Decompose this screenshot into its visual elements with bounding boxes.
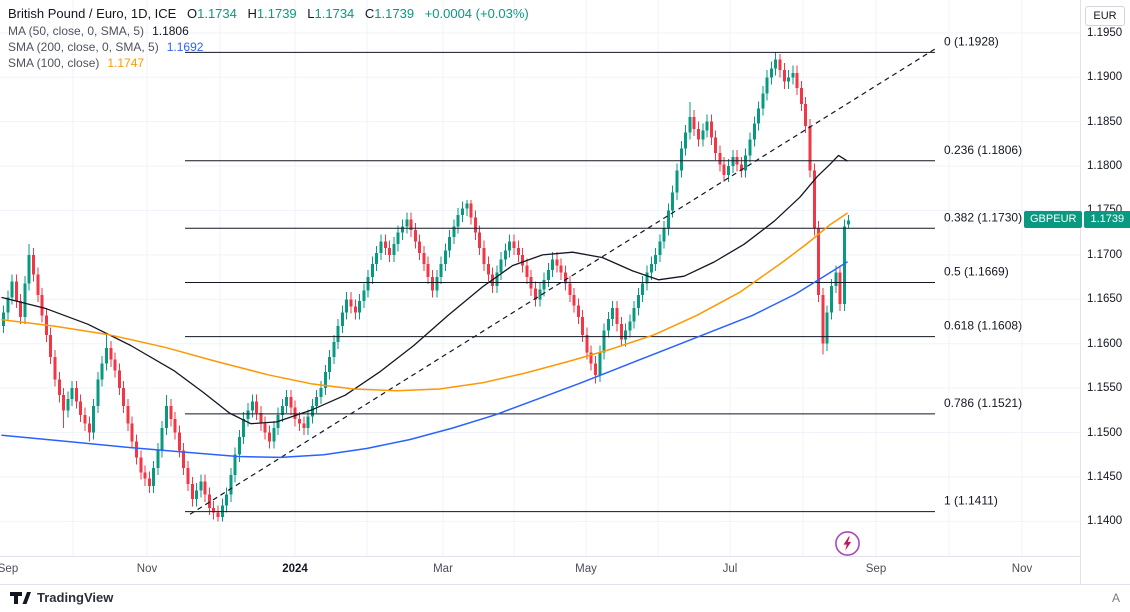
price-tick-label: 1.1800	[1087, 160, 1123, 173]
close-value: 1.1739	[374, 6, 415, 21]
price-axis-separator	[1080, 0, 1081, 584]
indicator-sma200-label: SMA (200, close, 0, SMA, 5)	[8, 40, 159, 54]
last-price-value: 1.1739	[1084, 211, 1130, 229]
fib-level-label: 0.236 (1.1806)	[944, 143, 1022, 157]
price-tick-label: 1.1600	[1087, 337, 1123, 350]
fib-level-label: 0.786 (1.1521)	[944, 396, 1022, 410]
price-axis[interactable]: 1.19501.19001.18501.18001.17501.17001.16…	[1081, 0, 1130, 584]
last-price-symbol: GBPEUR	[1024, 211, 1083, 229]
symbol-legend-row[interactable]: British Pound / Euro, 1D, ICE O1.1734 H1…	[8, 5, 529, 23]
price-tick-label: 1.1700	[1087, 248, 1123, 261]
time-tick-label: Jul	[722, 563, 738, 575]
chart-pane[interactable]: 0 (1.1928) 0.236 (1.1806) 0.382 (1.1730) 0.…	[0, 0, 1080, 556]
chart-legend: British Pound / Euro, 1D, ICE O1.1734 H1…	[8, 5, 529, 71]
close-label: C	[364, 6, 375, 21]
time-tick-label: May	[575, 563, 597, 575]
last-price-tag: GBPEUR 1.1739	[1024, 211, 1130, 229]
open-value: 1.1734	[197, 6, 237, 21]
fib-level-label: 1 (1.1411)	[944, 494, 998, 508]
flash-button[interactable]	[834, 530, 861, 557]
price-tick-label: 1.1950	[1087, 26, 1123, 39]
fib-level-label: 0.382 (1.1730)	[944, 210, 1022, 224]
corner-label: A	[1111, 591, 1120, 605]
fib-level-label: 0.5 (1.1669)	[944, 264, 1009, 278]
time-tick-label: Nov	[1011, 563, 1033, 575]
footer-bar: TradingView A	[0, 584, 1130, 612]
price-tick-label: 1.1550	[1087, 382, 1123, 395]
price-tick-label: 1.1650	[1087, 293, 1123, 306]
indicator-sma100-value: 1.1747	[107, 56, 145, 70]
price-tick-label: 1.1400	[1087, 515, 1123, 528]
price-tick-label: 1.1500	[1087, 426, 1123, 439]
tradingview-logo[interactable]: TradingView	[10, 590, 113, 605]
high-value: 1.1739	[256, 6, 297, 21]
time-tick-label: Nov	[136, 563, 158, 575]
symbol-title[interactable]: British Pound / Euro, 1D, ICE	[8, 6, 177, 21]
indicator-ma50-label: MA (50, close, 0, SMA, 5)	[8, 24, 145, 38]
price-tick-label: 1.1850	[1087, 115, 1123, 128]
low-label: L	[307, 6, 315, 21]
time-tick-label: Sep	[0, 563, 19, 575]
brand-name: TradingView	[37, 590, 114, 605]
time-tick-label: Mar	[433, 563, 453, 575]
time-axis[interactable]: Sep Nov 2024 Mar May Jul Sep Nov	[0, 556, 1130, 585]
fib-level-label: 0 (1.1928)	[944, 34, 999, 48]
time-tick-label: 2024	[282, 563, 308, 575]
high-label: H	[247, 6, 257, 21]
low-value: 1.1734	[314, 6, 355, 21]
indicator-sma200-row[interactable]: SMA (200, close, 0, SMA, 5) 1.1692	[8, 39, 529, 55]
indicator-sma100-label: SMA (100, close)	[8, 56, 100, 70]
indicator-sma200-value: 1.1692	[166, 40, 204, 54]
change-value: +0.0004 (+0.03%)	[424, 6, 529, 21]
fib-level-label: 0.618 (1.1608)	[944, 319, 1022, 333]
tradingview-logo-icon	[10, 591, 31, 604]
indicator-sma100-row[interactable]: SMA (100, close) 1.1747	[8, 55, 529, 71]
currency-badge[interactable]: EUR	[1085, 6, 1125, 26]
open-label: O	[186, 6, 198, 21]
indicator-ma50-row[interactable]: MA (50, close, 0, SMA, 5) 1.1806	[8, 23, 529, 39]
price-tick-label: 1.1450	[1087, 470, 1123, 483]
price-tick-label: 1.1900	[1087, 71, 1123, 84]
time-tick-label: Sep	[865, 563, 887, 575]
lightning-icon	[835, 531, 860, 556]
indicator-ma50-value: 1.1806	[152, 24, 189, 38]
